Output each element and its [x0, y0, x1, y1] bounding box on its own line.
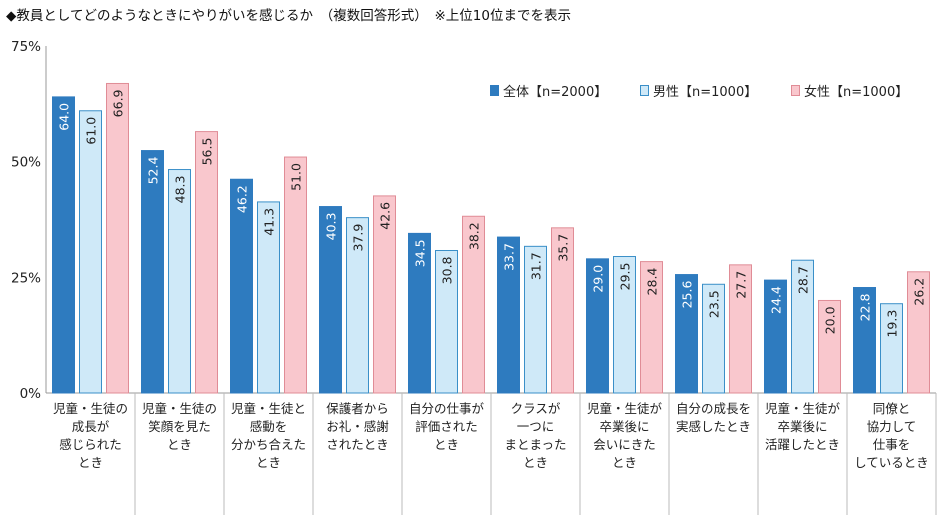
- data-label: 19.3: [885, 310, 900, 338]
- data-label: 31.7: [529, 252, 544, 280]
- bar: [230, 178, 253, 394]
- y-tick-label: 0%: [20, 386, 42, 402]
- bar: [907, 271, 930, 394]
- legend-item: 女性【n=1000】: [791, 81, 908, 100]
- data-label: 30.8: [440, 256, 455, 284]
- bar: [818, 299, 841, 394]
- bar: [497, 236, 520, 394]
- bar: [853, 287, 876, 394]
- data-label: 46.2: [235, 185, 250, 213]
- legend-swatch: [490, 85, 499, 96]
- bar: [141, 150, 164, 394]
- bar: [319, 206, 342, 394]
- data-label: 48.3: [173, 176, 188, 204]
- bar: [346, 217, 369, 394]
- chart-title: ◆教員としてどのようなときにやりがいを感じるか （複数回答形式） ※上位10位ま…: [6, 8, 571, 24]
- bar: [435, 249, 458, 394]
- y-tick-label: 50%: [11, 155, 41, 171]
- y-tick-label: 75%: [11, 39, 41, 55]
- bar: [168, 169, 191, 394]
- legend-swatch: [791, 85, 800, 96]
- data-label: 35.7: [556, 234, 571, 262]
- data-label: 56.5: [200, 138, 215, 166]
- data-label: 25.6: [680, 281, 695, 309]
- data-label: 33.7: [502, 243, 517, 271]
- data-label: 26.2: [912, 278, 927, 306]
- legend-label: 女性【n=1000】: [804, 85, 909, 100]
- bar: [880, 303, 903, 394]
- bar: [373, 195, 396, 394]
- data-label: 61.0: [84, 117, 99, 145]
- x-category-label: 児童・生徒が 卒業後に 活躍したとき: [764, 401, 840, 452]
- x-category-label: 自分の成長を 実感したとき: [675, 401, 751, 434]
- data-label: 27.7: [734, 271, 749, 299]
- x-category-label: 児童・生徒と 感動を 分かち合えた とき: [230, 401, 306, 470]
- data-label: 29.0: [591, 265, 606, 293]
- legend-swatch: [640, 85, 649, 96]
- data-label: 51.0: [289, 163, 304, 191]
- data-label: 42.6: [378, 202, 393, 230]
- bar: [640, 261, 663, 394]
- data-label: 66.9: [111, 89, 126, 117]
- x-category-label: クラスが 一つに まとまった とき: [504, 401, 567, 470]
- data-label: 52.4: [146, 157, 161, 185]
- data-label: 64.0: [57, 103, 72, 131]
- bar: [195, 131, 218, 394]
- x-category-label: 保護者から お礼・感謝 されたとき: [326, 401, 389, 452]
- legend-label: 男性【n=1000】: [653, 85, 758, 100]
- legend-item: 全体【n=2000】: [490, 81, 607, 100]
- data-label: 22.8: [858, 293, 873, 321]
- bar: [408, 232, 431, 394]
- data-label: 38.2: [467, 222, 482, 250]
- x-category-label: 児童・生徒の 笑顔を見た とき: [141, 401, 217, 452]
- x-category-label: 児童・生徒が 卒業後に 会いにきた とき: [586, 401, 662, 470]
- legend-item: 男性【n=1000】: [640, 81, 757, 100]
- bar: [284, 156, 307, 394]
- y-tick-label: 25%: [11, 270, 41, 286]
- bar: [613, 256, 636, 394]
- data-label: 28.7: [796, 266, 811, 294]
- bar: [702, 283, 725, 394]
- bar: [79, 110, 102, 394]
- bar: [524, 245, 547, 394]
- data-label: 29.5: [618, 263, 633, 291]
- x-category-label: 自分の仕事が 評価された とき: [408, 401, 484, 452]
- data-label: 23.5: [707, 290, 722, 318]
- data-label: 34.5: [413, 239, 428, 267]
- legend-label: 全体【n=2000】: [503, 85, 608, 100]
- bar: [586, 258, 609, 394]
- bar: [106, 82, 129, 394]
- bar: [675, 274, 698, 394]
- bar: [551, 227, 574, 394]
- data-label: 41.3: [262, 208, 277, 236]
- data-label: 40.3: [324, 213, 339, 241]
- x-category-label: 同僚と 協力して 仕事を しているとき: [854, 401, 929, 470]
- bar: [791, 259, 814, 394]
- bar: [52, 96, 75, 394]
- data-label: 37.9: [351, 224, 366, 252]
- bar: [257, 201, 280, 394]
- data-label: 20.0: [823, 306, 838, 334]
- x-category-label: 児童・生徒の 成長が 感じられた とき: [52, 401, 128, 470]
- data-label: 24.4: [769, 286, 784, 314]
- data-label: 28.4: [645, 268, 660, 296]
- bar: [462, 215, 485, 394]
- bar: [729, 264, 752, 394]
- bar: [764, 279, 787, 394]
